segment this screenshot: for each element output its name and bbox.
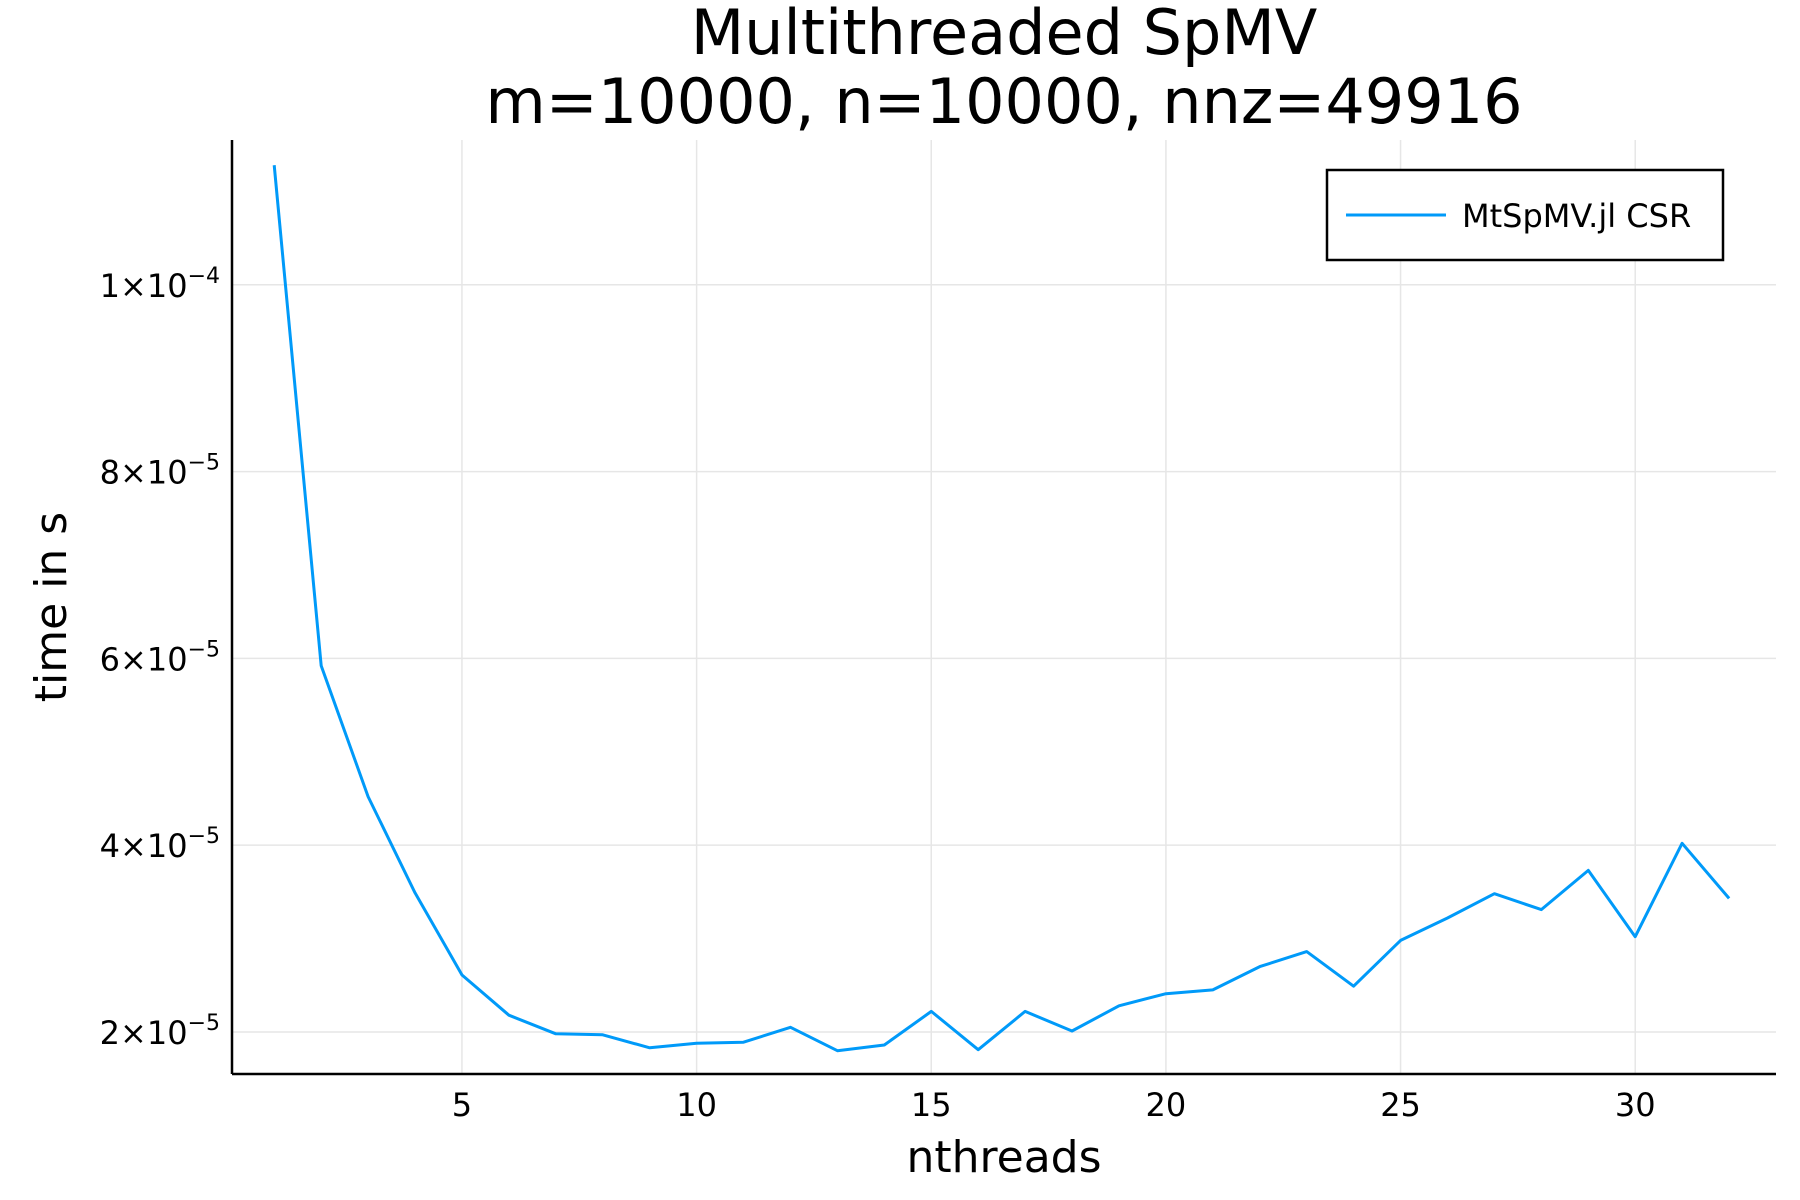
data-point bbox=[1681, 842, 1684, 845]
chart-title: Multithreaded SpMV bbox=[691, 0, 1318, 69]
y-tick-label: 4×10−5 bbox=[100, 824, 220, 865]
axes bbox=[230, 140, 1776, 1076]
data-point bbox=[1493, 892, 1496, 895]
data-point bbox=[977, 1048, 980, 1051]
data-point bbox=[554, 1032, 557, 1035]
data-point bbox=[742, 1041, 745, 1044]
series-lines bbox=[272, 164, 1731, 1053]
x-axis-label: nthreads bbox=[906, 1132, 1101, 1183]
y-tick-label: 6×10−5 bbox=[100, 637, 220, 678]
data-point bbox=[414, 891, 417, 894]
data-point bbox=[883, 1044, 886, 1047]
data-point bbox=[460, 973, 463, 976]
legend: MtSpMV.jl CSR bbox=[1325, 168, 1725, 262]
data-point bbox=[1446, 917, 1449, 920]
data-point bbox=[1634, 935, 1637, 938]
data-point bbox=[1305, 950, 1308, 953]
data-point bbox=[930, 1010, 933, 1013]
x-tick-label: 30 bbox=[1615, 1086, 1656, 1124]
data-point bbox=[1071, 1030, 1074, 1033]
data-point bbox=[1540, 908, 1543, 911]
data-point bbox=[1258, 965, 1261, 968]
y-axis-label: time in s bbox=[26, 512, 77, 702]
x-tick-label: 10 bbox=[676, 1086, 717, 1124]
data-point bbox=[1117, 1004, 1120, 1007]
data-point bbox=[1399, 939, 1402, 942]
data-point bbox=[1164, 992, 1167, 995]
data-point bbox=[367, 795, 370, 798]
data-point bbox=[648, 1046, 651, 1049]
data-point bbox=[789, 1026, 792, 1029]
data-point bbox=[1024, 1010, 1027, 1013]
grid-lines bbox=[232, 140, 1776, 1074]
data-point bbox=[601, 1033, 604, 1036]
y-tick-label: 2×10−5 bbox=[100, 1011, 220, 1052]
chart-subtitle: m=10000, n=10000, nnz=49916 bbox=[485, 65, 1522, 138]
data-point bbox=[1587, 869, 1590, 872]
y-tick-label: 8×10−5 bbox=[100, 451, 220, 492]
data-point bbox=[1211, 988, 1214, 991]
x-tick-label: 5 bbox=[452, 1086, 472, 1124]
y-tick-labels: 2×10−5 4×10−5 6×10−5 8×10−5 1×10−4 bbox=[100, 264, 220, 1052]
data-point bbox=[836, 1049, 839, 1052]
data-point bbox=[1352, 985, 1355, 988]
y-tick-label: 1×10−4 bbox=[100, 264, 220, 305]
data-point bbox=[320, 664, 323, 667]
data-point bbox=[695, 1042, 698, 1045]
data-point bbox=[507, 1014, 510, 1017]
x-tick-label: 25 bbox=[1380, 1086, 1421, 1124]
x-tick-label: 15 bbox=[911, 1086, 952, 1124]
data-point bbox=[273, 164, 276, 167]
data-point bbox=[1728, 897, 1731, 900]
legend-label: MtSpMV.jl CSR bbox=[1462, 197, 1691, 235]
x-tick-label: 20 bbox=[1146, 1086, 1187, 1124]
x-tick-labels: 5 10 15 20 25 30 bbox=[452, 1086, 1656, 1124]
series-line bbox=[272, 165, 1731, 1053]
